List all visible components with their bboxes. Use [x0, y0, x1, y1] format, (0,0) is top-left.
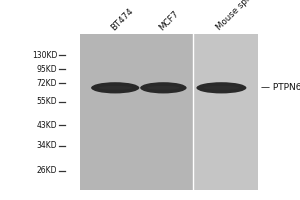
Text: 95KD: 95KD: [37, 65, 57, 74]
Text: 26KD: 26KD: [37, 166, 57, 175]
Text: 43KD: 43KD: [37, 121, 57, 130]
Ellipse shape: [204, 86, 239, 90]
Text: 34KD: 34KD: [37, 141, 57, 150]
Ellipse shape: [140, 82, 187, 93]
Ellipse shape: [147, 86, 180, 90]
Text: Mouse spleen: Mouse spleen: [215, 0, 263, 32]
Text: 55KD: 55KD: [37, 97, 57, 106]
Text: 72KD: 72KD: [37, 79, 57, 88]
Text: MCF7: MCF7: [157, 9, 180, 32]
Bar: [193, 34, 258, 190]
Text: — PTPN6: — PTPN6: [261, 83, 300, 92]
Bar: [80, 34, 193, 190]
Ellipse shape: [196, 82, 246, 93]
Text: BT474: BT474: [109, 6, 135, 32]
Ellipse shape: [91, 82, 139, 93]
Ellipse shape: [98, 86, 132, 90]
Text: 130KD: 130KD: [32, 51, 57, 60]
